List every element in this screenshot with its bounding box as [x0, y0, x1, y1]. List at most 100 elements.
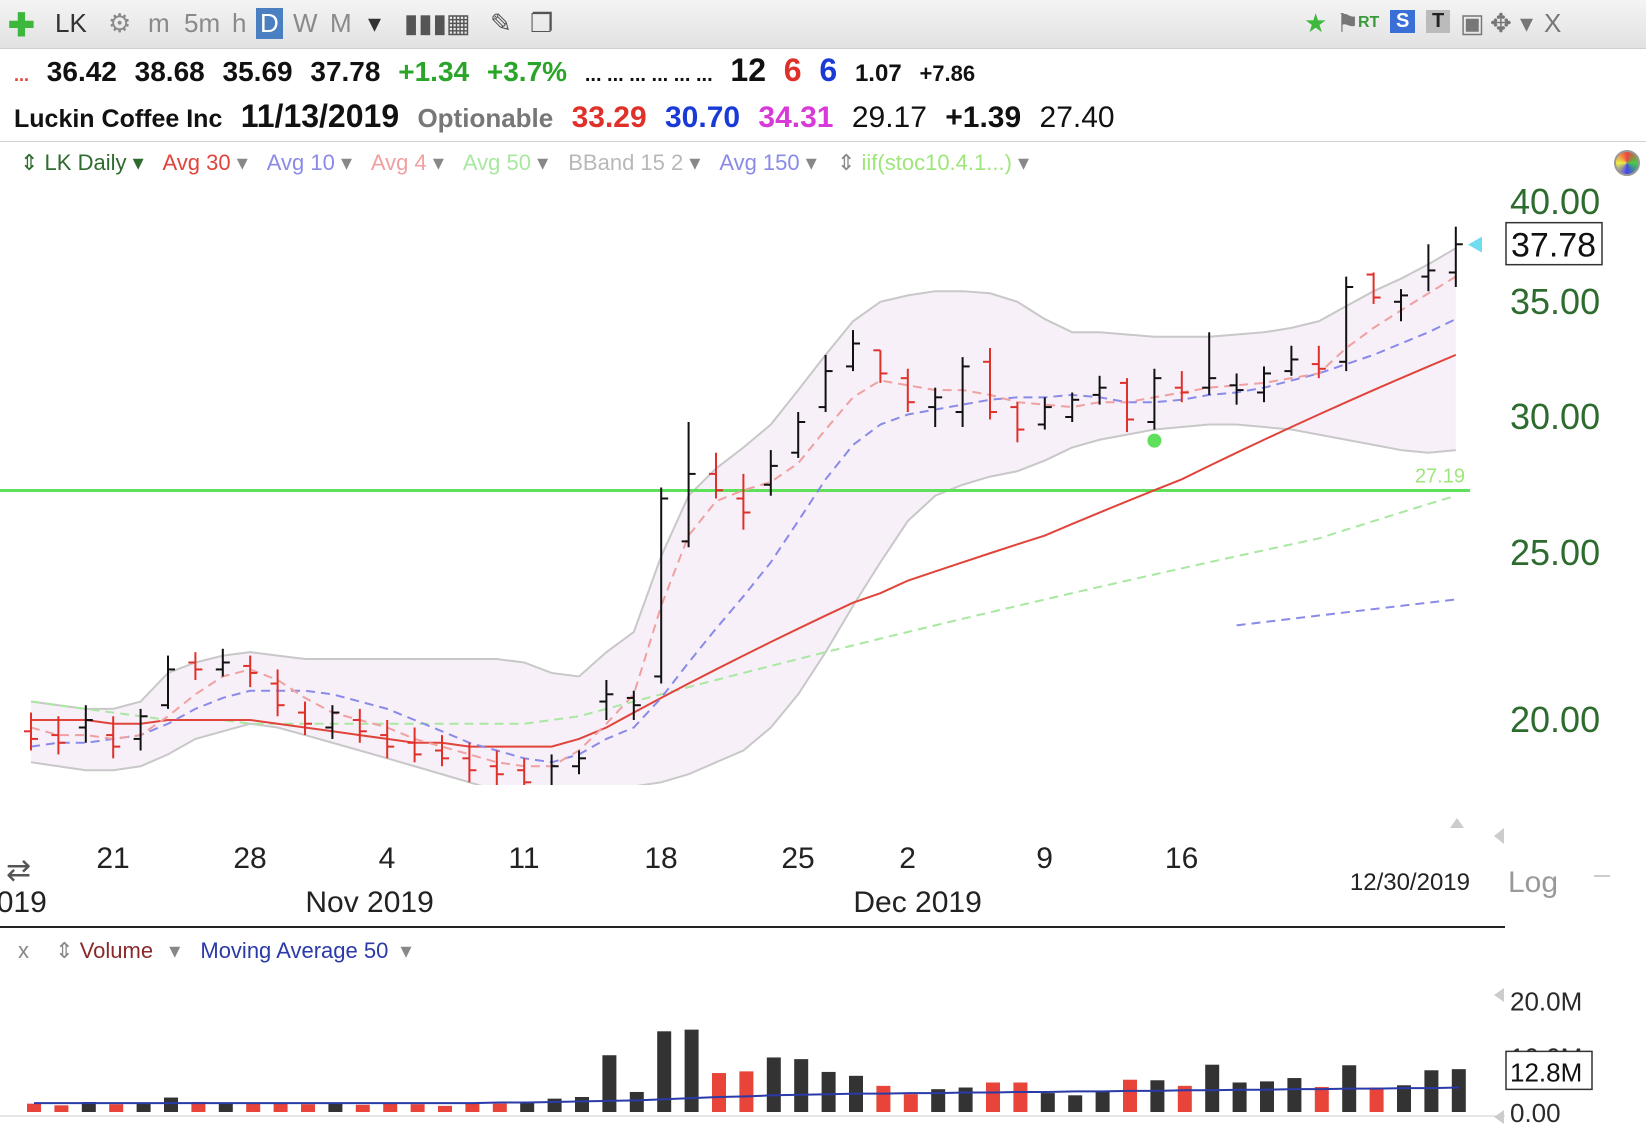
- volume-bar: [575, 1096, 589, 1112]
- volume-bar: [602, 1055, 617, 1112]
- ohlc-bar: [1092, 375, 1107, 405]
- volume-bar: [1232, 1082, 1247, 1112]
- ma50-label[interactable]: Moving Average 50: [200, 938, 389, 963]
- signal-dot: [1147, 433, 1162, 448]
- volume-last-box: [1505, 1050, 1593, 1091]
- ohlc-bar: [1010, 402, 1025, 443]
- interval-minute[interactable]: m: [148, 8, 170, 38]
- indicator-avg150[interactable]: Avg 150 ▾: [719, 150, 817, 175]
- x-tick-label: 16: [1165, 842, 1198, 875]
- volume-bar: [739, 1071, 754, 1112]
- interval-month[interactable]: M: [330, 8, 352, 38]
- sync-icon: ⇄: [6, 854, 31, 887]
- copy-icon[interactable]: ❐: [530, 8, 554, 38]
- ohlc-bar: [1147, 368, 1162, 430]
- ohlc-bar: [1421, 244, 1436, 292]
- volume-label[interactable]: Volume: [79, 938, 154, 963]
- quote-rank3: 6: [819, 52, 838, 88]
- indicator-avg4[interactable]: Avg 4 ▾: [370, 150, 444, 175]
- indicator-avg10[interactable]: Avg 10 ▾: [266, 150, 352, 175]
- symbol-label[interactable]: LK: [55, 8, 87, 38]
- company-name: Luckin Coffee Inc: [14, 105, 223, 133]
- chevron-down-icon[interactable]: ▾: [368, 8, 382, 38]
- y-tick-label: 20.00: [1510, 699, 1600, 740]
- ohlc-bar: [462, 742, 477, 783]
- volume-bar: [876, 1085, 891, 1112]
- chevron-down-icon[interactable]: ▾: [1520, 8, 1534, 38]
- indicator-lk-daily[interactable]: ⇕ LK Daily ▾: [20, 150, 144, 175]
- interval-5min[interactable]: 5m: [184, 8, 221, 38]
- ohlc-bar: [763, 450, 778, 496]
- volume-bar: [1150, 1080, 1165, 1112]
- volume-bar: [438, 1105, 452, 1112]
- move-icon[interactable]: ✥: [1490, 8, 1512, 38]
- ohlc-bar: [846, 330, 860, 372]
- volume-bar: [986, 1082, 1000, 1112]
- indicator-avg30[interactable]: Avg 30 ▾: [162, 150, 248, 175]
- indicator-label: Avg 30: [162, 150, 231, 175]
- refresh-icon[interactable]: ⚙: [108, 8, 132, 38]
- interval-hour[interactable]: h: [232, 8, 247, 38]
- close-icon[interactable]: X: [1544, 8, 1562, 38]
- ohlc-bar: [900, 368, 915, 413]
- ohlc-bar: [736, 473, 751, 530]
- chevron-down-icon[interactable]: ▾: [400, 938, 412, 963]
- ohlc-bar: [1366, 272, 1381, 304]
- ohlc-bar: [681, 421, 696, 548]
- quote-high: 38.68: [134, 56, 205, 87]
- last-price-box: [1505, 221, 1603, 266]
- ohlc-bar: [435, 735, 449, 767]
- ohlc-bar: [489, 750, 504, 785]
- grid-icon[interactable]: ▦: [446, 8, 471, 38]
- flag-icon[interactable]: ⚑: [1336, 8, 1360, 38]
- interval-day[interactable]: D: [256, 8, 283, 39]
- volume-bar: [1260, 1081, 1274, 1112]
- volume-last-label: 12.8M: [1510, 1057, 1582, 1087]
- ohlc-bar: [1339, 276, 1354, 372]
- volume-bar: [191, 1101, 206, 1112]
- volume-bar: [109, 1104, 124, 1112]
- add-icon[interactable]: ✚: [8, 7, 35, 43]
- palette-icon[interactable]: [1614, 150, 1640, 176]
- volume-bar: [27, 1103, 41, 1112]
- volume-bar: [1397, 1085, 1411, 1112]
- ohlc-bar: [1284, 345, 1299, 376]
- volume-close-button[interactable]: x: [18, 938, 29, 963]
- x-month-label: Dec 2019: [853, 886, 981, 919]
- ohlc-bar: [243, 655, 258, 688]
- indicator-stoc[interactable]: ⇕ iif(stoc10.4.1...) ▾: [836, 150, 1030, 175]
- ohlc-bar: [380, 720, 395, 759]
- s-button[interactable]: S: [1390, 10, 1416, 33]
- rt-label[interactable]: RT: [1358, 14, 1380, 31]
- ohlc-bar: [78, 705, 93, 743]
- indicator-bband[interactable]: BBand 15 2 ▾: [568, 150, 701, 175]
- last-price-marker: [1468, 236, 1482, 253]
- volume-y-tick-label: 0.00: [1510, 1098, 1561, 1128]
- quote-row: ... 36.42 38.68 35.69 37.78 +1.34 +3.7% …: [0, 52, 985, 89]
- header-divider: [0, 141, 1646, 142]
- volume-bar: [931, 1089, 946, 1112]
- chevron-down-icon[interactable]: ▾: [169, 938, 181, 963]
- quote-change: +1.34: [398, 56, 470, 87]
- quote-dots: ... ... ... ... ... ...: [584, 64, 713, 86]
- y-tick-label: 30.00: [1510, 396, 1600, 437]
- save-icon[interactable]: ▣: [1460, 8, 1485, 38]
- indicator-label: Avg 4: [370, 150, 427, 175]
- y-tick-label: 40.00: [1510, 181, 1600, 222]
- y-tick-label: 25.00: [1510, 532, 1600, 573]
- pencil-icon[interactable]: ✎: [490, 8, 512, 38]
- avg30-line: [31, 353, 1457, 748]
- indicator-label: BBand 15 2: [568, 150, 684, 175]
- indicator-avg50[interactable]: Avg 50 ▾: [462, 150, 549, 175]
- volume-bar: [164, 1097, 178, 1112]
- x-tick-label: 4: [379, 842, 396, 875]
- ohlc-bar: [215, 648, 230, 677]
- quote-prefix: ...: [14, 65, 30, 85]
- volume-move-icon[interactable]: ⇕: [55, 938, 74, 963]
- t-button[interactable]: T: [1426, 10, 1451, 33]
- indicator-row: ⇕ LK Daily ▾ Avg 30 ▾ Avg 10 ▾ Avg 4 ▾ A…: [20, 150, 1043, 176]
- interval-week[interactable]: W: [293, 8, 318, 38]
- star-icon[interactable]: ★: [1304, 8, 1328, 38]
- indicator-label: Avg 10: [266, 150, 335, 175]
- bar-chart-icon[interactable]: ▮▮▮: [404, 8, 447, 38]
